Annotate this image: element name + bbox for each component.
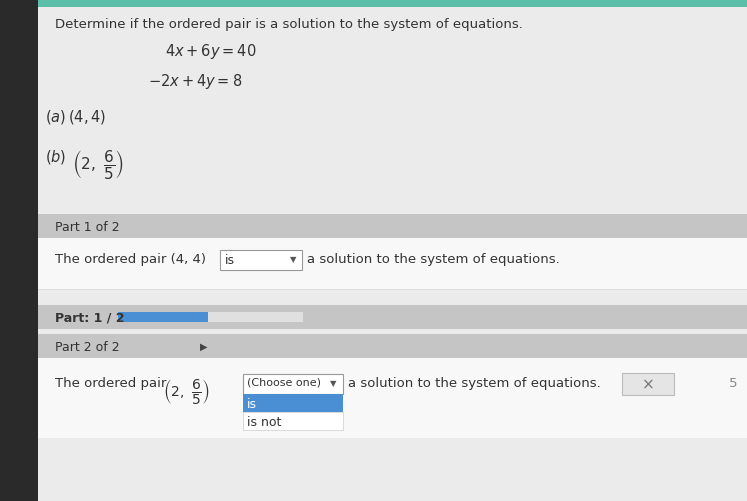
Text: 5: 5 (729, 376, 737, 389)
Bar (622, 373, 674, 395)
Text: $4x+6y=40$: $4x+6y=40$ (165, 42, 256, 61)
Text: ▼: ▼ (290, 255, 297, 264)
Bar (0, 0, 38, 501)
Text: Part 2 of 2: Part 2 of 2 (55, 340, 120, 353)
Text: $(b)$: $(b)$ (45, 148, 66, 166)
Bar (38, 358, 747, 438)
Text: Part 1 of 2: Part 1 of 2 (55, 220, 120, 233)
Text: a solution to the system of equations.: a solution to the system of equations. (348, 376, 601, 389)
Bar (38, 306, 747, 329)
Text: $\left(2,\ \dfrac{6}{5}\right)$: $\left(2,\ \dfrac{6}{5}\right)$ (163, 376, 210, 405)
Text: is: is (247, 397, 257, 410)
Text: Determine if the ordered pair is a solution to the system of equations.: Determine if the ordered pair is a solut… (55, 18, 523, 31)
Text: The ordered pair (4, 4): The ordered pair (4, 4) (55, 253, 206, 266)
Bar (38, 214, 747, 238)
Bar (38, 0, 747, 8)
Text: $(4, 4)$: $(4, 4)$ (68, 108, 106, 126)
Text: is: is (225, 254, 235, 267)
Bar (118, 313, 208, 322)
Bar (220, 250, 302, 271)
Text: (Choose one): (Choose one) (247, 377, 321, 387)
Bar (243, 374, 343, 394)
Text: $\left(2,\ \dfrac{6}{5}\right)$: $\left(2,\ \dfrac{6}{5}\right)$ (72, 148, 124, 181)
Bar (38, 290, 747, 291)
Text: ×: × (642, 377, 654, 392)
Text: $(a)$: $(a)$ (45, 108, 67, 126)
Text: a solution to the system of equations.: a solution to the system of equations. (307, 253, 560, 266)
Text: is not: is not (247, 415, 282, 428)
Text: Part: 1 / 2: Part: 1 / 2 (55, 312, 125, 324)
Bar (118, 313, 303, 322)
Bar (38, 238, 747, 291)
Text: ▶: ▶ (200, 341, 208, 351)
Text: The ordered pair: The ordered pair (55, 376, 167, 389)
Bar (38, 334, 747, 358)
Text: $-2x+4y=8$: $-2x+4y=8$ (148, 72, 242, 91)
Text: ▼: ▼ (330, 378, 336, 387)
Bar (243, 394, 343, 412)
Bar (243, 412, 343, 430)
